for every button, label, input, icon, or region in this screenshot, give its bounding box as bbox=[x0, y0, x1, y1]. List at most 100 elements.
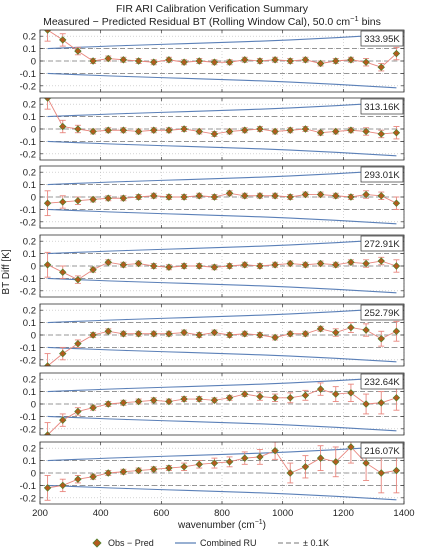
data-point bbox=[119, 126, 128, 134]
data-point bbox=[119, 399, 128, 407]
data-point bbox=[377, 257, 385, 265]
data-point bbox=[286, 193, 294, 201]
data-point bbox=[43, 362, 52, 366]
data-point bbox=[59, 198, 67, 206]
data-point bbox=[74, 197, 82, 205]
x-tick-label: 400 bbox=[93, 508, 109, 519]
data-point bbox=[165, 193, 173, 201]
panel-label-box bbox=[360, 442, 404, 459]
data-point bbox=[104, 258, 112, 266]
panel-3: 0.20.1 0-0.1-0.2 272.91K bbox=[20, 234, 405, 298]
legend-ru-label: Combined RU bbox=[200, 538, 257, 548]
data-point bbox=[104, 54, 112, 63]
y-tick-label: -0.1 bbox=[20, 205, 36, 216]
x-axis-label: wavenumber (cm−1) bbox=[177, 519, 266, 531]
y-tick-label: 0.1 bbox=[23, 249, 36, 260]
data-point bbox=[134, 193, 143, 201]
data-point bbox=[377, 399, 385, 407]
data-point bbox=[301, 463, 310, 471]
x-tick-label: 1200 bbox=[333, 508, 354, 519]
data-point bbox=[225, 331, 234, 339]
data-point bbox=[195, 331, 203, 339]
data-point bbox=[195, 57, 203, 65]
data-point bbox=[74, 339, 82, 348]
data-point bbox=[362, 259, 370, 268]
y-tick-label: -0.2 bbox=[20, 149, 36, 160]
y-tick-label: 0 bbox=[31, 469, 36, 480]
panel-label: 216.07K bbox=[364, 446, 400, 457]
ru-lower-line bbox=[47, 277, 397, 294]
data-point bbox=[165, 330, 173, 338]
data-point bbox=[301, 56, 310, 64]
data-point bbox=[195, 262, 203, 270]
data-point bbox=[104, 400, 112, 408]
data-point bbox=[362, 400, 370, 408]
y-tick-label: -0.2 bbox=[20, 424, 36, 435]
data-point bbox=[74, 407, 82, 416]
data-point bbox=[104, 327, 112, 335]
data-point bbox=[89, 404, 97, 412]
xlabel-prefix: wavenumber (cm bbox=[177, 520, 255, 531]
data-point bbox=[301, 125, 310, 133]
panel-label-box bbox=[360, 30, 404, 47]
data-point bbox=[332, 328, 340, 337]
data-point bbox=[59, 481, 67, 490]
data-point bbox=[134, 127, 143, 136]
data-point bbox=[210, 459, 219, 467]
panel-label: 333.95K bbox=[364, 34, 400, 45]
data-point bbox=[301, 190, 310, 199]
data-point bbox=[225, 189, 234, 197]
ru-upper-line bbox=[47, 101, 397, 118]
data-point bbox=[332, 127, 340, 136]
data-point bbox=[59, 268, 67, 276]
data-point bbox=[256, 192, 264, 200]
ru-lower-line bbox=[47, 208, 397, 225]
data-point bbox=[377, 469, 385, 477]
figure-title: FIR ARI Calibration Verification Summary bbox=[116, 3, 309, 15]
data-point bbox=[210, 396, 219, 404]
panel-0: 0.20.1 0-0.1-0.2 333.95K bbox=[20, 29, 405, 93]
y-tick-label: 0.2 bbox=[23, 375, 36, 386]
data-point bbox=[89, 195, 97, 204]
y-tick-label: -0.2 bbox=[20, 355, 36, 366]
data-point bbox=[150, 330, 158, 338]
data-point bbox=[225, 458, 234, 466]
data-point bbox=[210, 328, 219, 337]
data-point bbox=[43, 484, 52, 492]
data-point bbox=[332, 458, 340, 466]
data-point bbox=[195, 460, 203, 469]
data-point bbox=[210, 130, 219, 138]
data-point bbox=[134, 57, 143, 65]
data-point bbox=[225, 58, 234, 66]
ru-upper-line bbox=[47, 445, 397, 462]
data-point bbox=[362, 326, 370, 334]
error-bar bbox=[44, 353, 51, 366]
ru-lower-line bbox=[47, 484, 397, 501]
data-point bbox=[286, 469, 294, 477]
data-point bbox=[362, 190, 370, 199]
data-point bbox=[89, 266, 97, 274]
data-point bbox=[104, 469, 112, 477]
data-point bbox=[180, 395, 188, 403]
y-tick-label: 0 bbox=[31, 400, 36, 411]
data-point bbox=[362, 58, 370, 66]
panel-label: 313.16K bbox=[364, 102, 400, 113]
data-point bbox=[89, 473, 97, 481]
x-tick-labels: 200 400 600 800 1000 1200 1400 bbox=[32, 508, 415, 519]
data-point bbox=[377, 192, 385, 200]
subtitle-prefix: Measured − Predicted Residual BT (Rollin… bbox=[43, 16, 350, 28]
data-point bbox=[392, 49, 401, 58]
data-point bbox=[89, 127, 97, 136]
y-tick-label: 0 bbox=[31, 57, 36, 68]
x-tick-label: 1400 bbox=[393, 508, 414, 519]
x-tick-label: 600 bbox=[153, 508, 169, 519]
error-bar bbox=[44, 422, 51, 435]
data-point bbox=[362, 127, 370, 136]
y-tick-label: 0.1 bbox=[23, 180, 36, 191]
y-tick-label: -0.1 bbox=[20, 412, 36, 423]
data-point bbox=[347, 126, 355, 134]
y-tick-label: 0.1 bbox=[23, 387, 36, 398]
panel-1: 0.20.1 0-0.1-0.2 313.16K bbox=[20, 97, 405, 161]
data-point bbox=[180, 262, 188, 270]
data-point bbox=[271, 261, 279, 269]
